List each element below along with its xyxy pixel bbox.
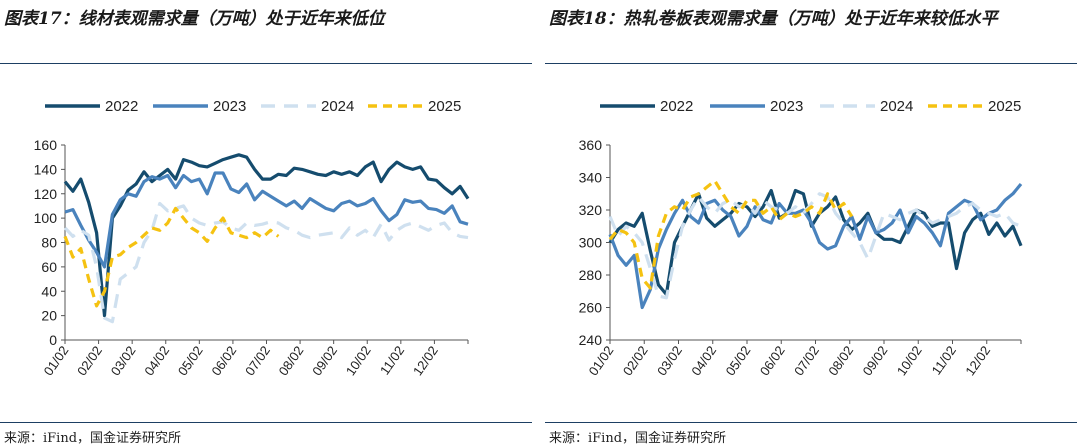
chart-title: 图表18：热轧卷板表观需求量（万吨）处于近年来较低水平: [549, 9, 998, 29]
series-line-2024: [608, 192, 1022, 300]
x-tick-label: 04/02: [141, 343, 172, 378]
x-tick-label: 02/02: [74, 343, 105, 378]
y-tick-label: 40: [41, 283, 57, 299]
y-tick-label: 100: [34, 210, 58, 226]
series-line-2022: [63, 153, 470, 318]
x-tick-label: 06/02: [208, 343, 239, 378]
x-tick-label: 12/02: [962, 343, 993, 378]
source-rule: [0, 422, 532, 423]
series-line-2025: [608, 179, 854, 290]
y-tick-label: 240: [579, 332, 603, 348]
x-tick-label: 08/02: [276, 343, 307, 378]
x-tick-label: 09/02: [309, 343, 340, 378]
title-rule: [545, 63, 1077, 64]
y-tick-label: 360: [579, 137, 603, 153]
y-tick-label: 320: [579, 202, 603, 218]
series-line-2023: [608, 182, 1023, 310]
hot-rolled-coil-demand-chart: 240 260 280 300 320 340 360 01/02 02/02 03/02 04/0…: [579, 98, 1023, 378]
x-tick-label: 02/02: [620, 343, 651, 378]
y-tick-label: 0: [49, 332, 57, 348]
x-tick-label: 10/02: [894, 343, 925, 378]
y-tick-label: 60: [41, 259, 57, 275]
series-line-2024: [63, 201, 469, 324]
source-rule: [545, 422, 1077, 423]
y-tick-label: 120: [34, 186, 58, 202]
y-tick-label: 260: [579, 300, 603, 316]
legend-label-2023: 2023: [213, 98, 246, 115]
x-tick-label: 01/02: [586, 343, 617, 378]
y-tick-label: 160: [34, 137, 58, 153]
legend-label-2023: 2023: [770, 98, 803, 115]
x-tick-label: 08/02: [825, 343, 856, 378]
x-tick-label: 07/02: [242, 343, 273, 378]
legend-label-2024: 2024: [321, 98, 354, 115]
x-tick-label: 03/02: [108, 343, 139, 378]
source-note: 来源：iFind，国金证券研究所: [4, 431, 182, 446]
legend-label-2025: 2025: [988, 98, 1021, 115]
legend-label-2025: 2025: [428, 98, 461, 115]
x-tick-label: 05/02: [175, 343, 206, 378]
x-tick-label: 10/02: [343, 343, 374, 378]
x-tick-label: 04/02: [688, 343, 719, 378]
y-tick-label: 340: [579, 170, 603, 186]
legend-label-2024: 2024: [880, 98, 913, 115]
legend-label-2022: 2022: [105, 98, 138, 115]
title-rule: [0, 63, 532, 64]
x-tick-label: 09/02: [860, 343, 891, 378]
x-tick-label: 11/02: [377, 343, 407, 377]
y-tick-label: 80: [41, 235, 57, 251]
x-tick-label: 11/02: [929, 343, 959, 377]
chart-panel-wire-rod: 图表17：线材表观需求量（万吨）处于近年来低位 0 20 40 60 80 100 120 1…: [0, 0, 535, 447]
y-tick-label: 140: [34, 161, 58, 177]
source-note: 来源：iFind，国金证券研究所: [549, 431, 727, 446]
x-tick-label: 06/02: [757, 343, 788, 378]
y-tick-label: 280: [579, 267, 603, 283]
y-tick-label: 300: [579, 235, 603, 251]
series-line-2022: [608, 188, 1023, 297]
wire-rod-demand-chart: 0 20 40 60 80 100 120 140 160 01/02 02/02 03/02 04/0…: [34, 98, 470, 378]
series-line-2025: [63, 206, 280, 308]
chart-title: 图表17：线材表观需求量（万吨）处于近年来低位: [4, 9, 385, 29]
x-tick-label: 03/02: [654, 343, 685, 378]
x-tick-label: 07/02: [791, 343, 822, 378]
series-line-2023: [64, 171, 469, 269]
x-tick-label: 01/02: [41, 343, 72, 378]
x-tick-label: 05/02: [723, 343, 754, 378]
y-tick-label: 20: [41, 308, 57, 324]
x-tick-label: 12/02: [410, 343, 441, 378]
chart-panel-hot-rolled-coil: 图表18：热轧卷板表观需求量（万吨）处于近年来较低水平 240 260 280 300…: [545, 0, 1080, 447]
legend-label-2022: 2022: [660, 98, 693, 115]
